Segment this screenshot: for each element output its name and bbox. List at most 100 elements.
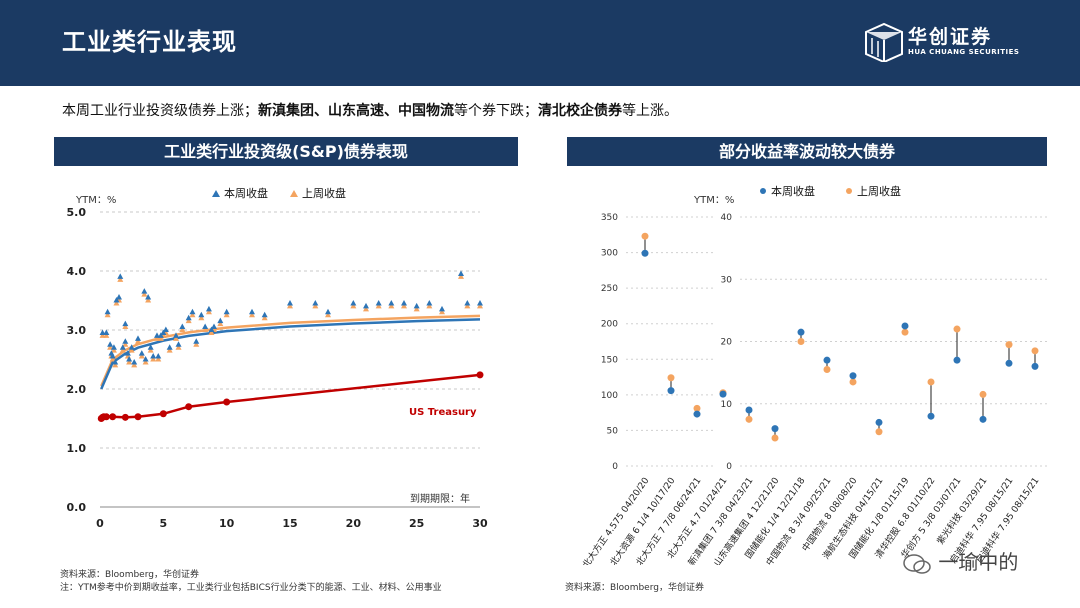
this-week-point	[193, 338, 200, 344]
logo-cn-text: 华创证券	[908, 26, 993, 48]
this-week-point	[202, 323, 209, 330]
last-week-point	[388, 302, 395, 309]
right-source: 资料来源：Bloomberg，华创证券	[565, 583, 704, 593]
right-left-ytick: 200	[601, 320, 618, 330]
this-week-point	[103, 329, 110, 335]
summary-p2: 等个券下跌；	[454, 103, 538, 119]
this-week-dot	[979, 415, 987, 423]
left-ytick: 5.0	[67, 206, 87, 219]
this-week-point	[116, 294, 122, 300]
last-week-dot	[927, 378, 935, 386]
last-week-point	[208, 329, 215, 335]
legend-last-week: 上周收盘	[302, 186, 346, 200]
last-week-point	[99, 332, 106, 338]
last-week-point	[477, 302, 483, 309]
wechat-icon	[903, 553, 931, 574]
last-week-point	[141, 291, 148, 297]
this-week-point	[312, 299, 319, 306]
last-week-point	[138, 353, 145, 359]
last-week-point	[363, 305, 369, 312]
right-legend-last-week: 上周收盘	[857, 184, 901, 198]
left-xtick: 0	[96, 517, 104, 530]
this-week-dot	[771, 425, 779, 433]
summary-b2: 清北校企债券	[538, 103, 622, 119]
last-week-point	[113, 299, 120, 306]
right-left-ytick: 300	[601, 249, 618, 259]
last-week-dot	[693, 404, 701, 412]
right-right-ytick: 10	[721, 400, 733, 410]
this-week-dot	[1005, 359, 1013, 367]
treasury-point	[476, 371, 484, 379]
last-week-point	[131, 361, 138, 368]
left-xtick: 20	[346, 517, 362, 530]
last-week-point	[439, 308, 445, 315]
left-ytick: 1.0	[67, 442, 87, 455]
treasury-point	[134, 413, 142, 421]
last-week-dot	[823, 366, 831, 374]
watermark-text: 一瑜中的	[938, 550, 1019, 574]
last-week-point	[287, 302, 293, 309]
last-week-point	[175, 344, 182, 350]
this-week-point	[99, 329, 106, 335]
left-ytick: 2.0	[67, 383, 87, 396]
this-week-point	[122, 320, 129, 327]
this-week-dot	[797, 328, 805, 336]
this-week-point	[124, 350, 131, 356]
right-right-ytick: 40	[721, 213, 733, 223]
treasury-point	[223, 398, 231, 406]
last-week-dot	[745, 415, 753, 423]
right-panel-title: 部分收益率波动较大债券	[567, 137, 1047, 166]
this-week-point	[166, 344, 173, 350]
last-week-point	[223, 311, 230, 318]
legend-dot-this-week	[760, 188, 766, 194]
left-xtick: 10	[219, 517, 235, 530]
last-week-dot	[771, 434, 779, 442]
legend-this-week: 本周收盘	[224, 186, 268, 200]
right-right-ytick: 0	[726, 462, 732, 472]
this-week-dot	[901, 322, 909, 330]
left-note: 注：YTM参考中价到期收益率，工业类行业包括BICS行业分类下的能源、工业、材料…	[60, 583, 442, 593]
this-week-point	[217, 317, 224, 324]
this-week-point	[325, 308, 331, 315]
last-week-dot	[1005, 341, 1013, 349]
this-week-point	[122, 338, 129, 344]
left-xtick: 25	[409, 517, 424, 530]
legend-last-week-marker	[290, 190, 298, 197]
this-week-point	[458, 270, 464, 276]
left-legend: 本周收盘 上周收盘	[212, 186, 346, 200]
last-week-point	[458, 273, 464, 279]
this-week-point	[150, 353, 157, 359]
treasury-point	[102, 413, 110, 421]
last-week-point	[135, 338, 141, 344]
treasury-point	[185, 403, 193, 411]
left-xtick: 15	[282, 517, 297, 530]
left-panel-title: 工业类行业投资级(S&P)债券表现	[54, 137, 518, 166]
right-legend: 本周收盘 上周收盘	[760, 184, 901, 198]
right-legend-this-week: 本周收盘	[771, 184, 815, 198]
last-week-point	[103, 332, 110, 338]
summary-text: 本周工业行业投资级债券上涨；新滇集团、山东高速、中国物流等个券下跌；清北校企债券…	[62, 100, 678, 120]
last-week-point	[189, 311, 196, 318]
this-week-point	[261, 311, 268, 318]
this-week-dot	[719, 390, 727, 398]
page-title: 工业类行业表现	[62, 28, 237, 56]
this-week-point	[464, 299, 471, 306]
this-week-point	[157, 332, 164, 338]
last-week-point	[109, 356, 116, 362]
right-right-ytick: 30	[721, 275, 733, 285]
this-week-point	[142, 356, 149, 362]
this-week-point	[249, 308, 255, 315]
last-week-point	[166, 347, 173, 353]
this-week-dot	[927, 412, 935, 420]
last-week-point	[325, 311, 331, 318]
left-source: 资料来源：Bloomberg，华创证券	[60, 570, 199, 580]
this-week-point	[135, 335, 141, 341]
left-xtick: 5	[160, 517, 168, 530]
right-left-ytick: 350	[601, 213, 618, 223]
summary-b1: 新滇集团、山东高速、中国物流	[258, 103, 454, 119]
this-week-point	[155, 353, 162, 359]
logo-cube-icon	[865, 22, 903, 62]
this-week-point	[388, 299, 395, 306]
this-week-point	[131, 358, 138, 365]
right-left-ytick: 0	[612, 462, 618, 472]
